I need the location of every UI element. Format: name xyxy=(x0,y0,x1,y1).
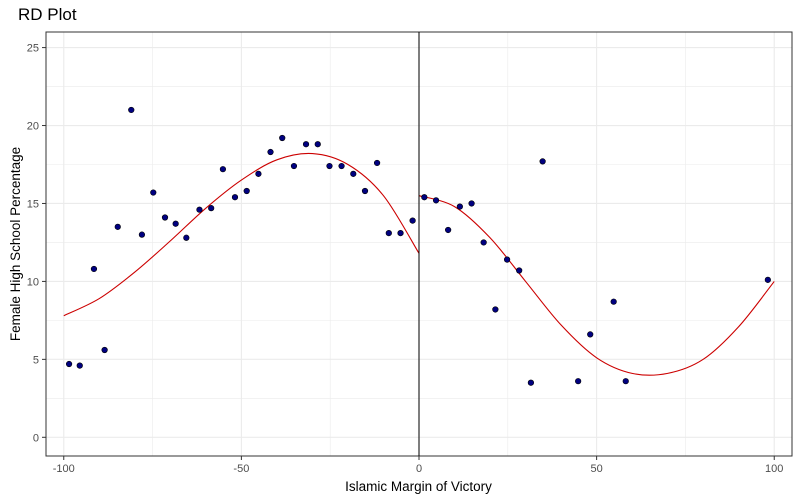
data-point xyxy=(468,200,475,207)
y-tick-label: 20 xyxy=(27,121,39,133)
y-tick-label: 10 xyxy=(27,276,39,288)
ticks-layer: -100 -50 0 50 100 0 5 10 15 20 25 xyxy=(27,31,793,475)
x-tick-label: -50 xyxy=(233,463,249,475)
data-point xyxy=(138,231,146,238)
data-point xyxy=(385,229,392,237)
data-point xyxy=(208,205,215,212)
data-point xyxy=(527,379,535,386)
data-point xyxy=(480,239,487,246)
data-point xyxy=(243,187,250,195)
data-point xyxy=(172,220,179,227)
data-point xyxy=(128,106,135,114)
data-point xyxy=(421,194,428,201)
data-point xyxy=(338,162,345,170)
fit-layer xyxy=(63,152,775,376)
data-point xyxy=(445,226,452,234)
chart-title: RD Plot xyxy=(18,5,77,24)
x-tick-label: -100 xyxy=(53,463,75,475)
data-point xyxy=(587,331,594,338)
data-point xyxy=(575,378,582,385)
x-tick-label: 0 xyxy=(416,463,422,475)
data-point xyxy=(302,141,310,148)
y-tick-label: 15 xyxy=(27,198,39,210)
data-point xyxy=(150,189,157,196)
x-axis-title: Islamic Margin of Victory xyxy=(345,479,492,494)
data-point xyxy=(290,162,298,170)
data-point xyxy=(397,229,404,237)
data-point xyxy=(267,148,274,156)
data-point xyxy=(76,362,83,369)
x-tick-label: 50 xyxy=(590,463,602,475)
fit-line-left xyxy=(63,152,420,317)
y-axis-title: Female High School Percentage xyxy=(8,147,23,341)
data-point xyxy=(456,203,463,210)
data-point xyxy=(101,346,108,354)
data-point xyxy=(65,360,73,368)
data-point xyxy=(161,214,169,221)
data-point xyxy=(219,166,227,173)
fit-line-right xyxy=(418,195,775,376)
data-point xyxy=(622,378,629,385)
data-point xyxy=(539,158,546,165)
points-layer xyxy=(65,106,771,386)
x-tick-label: 100 xyxy=(765,463,783,475)
data-point xyxy=(350,170,357,177)
data-point xyxy=(183,234,190,241)
data-point xyxy=(432,197,440,204)
y-tick-label: 5 xyxy=(33,354,39,366)
data-point xyxy=(196,206,203,213)
y-tick-label: 25 xyxy=(27,43,39,55)
data-point xyxy=(326,162,333,170)
data-point xyxy=(409,217,416,224)
data-point xyxy=(373,159,381,167)
data-point xyxy=(492,306,499,313)
data-point xyxy=(314,141,321,148)
data-point xyxy=(255,170,262,177)
data-point xyxy=(610,298,617,305)
data-point xyxy=(516,267,523,274)
data-point xyxy=(764,276,771,283)
data-point xyxy=(503,256,511,263)
y-tick-label: 0 xyxy=(33,432,39,444)
data-point xyxy=(90,265,98,273)
data-point xyxy=(279,134,286,142)
data-point xyxy=(361,187,369,195)
data-point xyxy=(231,194,239,201)
data-point xyxy=(114,223,121,230)
